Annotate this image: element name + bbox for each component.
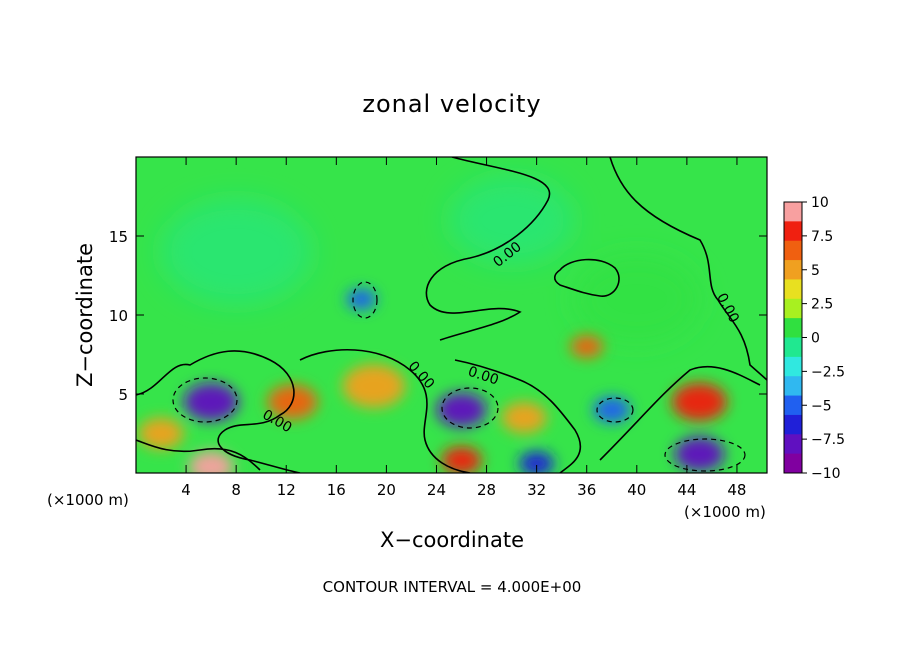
zero-contour-right	[609, 157, 767, 381]
x-tick-label: 8	[231, 481, 241, 499]
colorbar-tick-label: −10	[811, 466, 841, 482]
neg-contour-1	[172, 377, 238, 423]
zero-contour-bottom	[136, 439, 261, 471]
y-tick-label: 15	[109, 228, 128, 246]
x-tick-label: 36	[577, 481, 596, 499]
neg-contour-4	[664, 438, 746, 472]
colorbar-tick-label: 7.5	[811, 229, 833, 245]
plot-area: 0.00 0.00 0.00 0.00 0.00	[136, 157, 767, 473]
x-tick-label: 44	[677, 481, 696, 499]
y-axis-label: Z−coordinate	[73, 243, 97, 387]
contour-interval-note: CONTOUR INTERVAL = 4.000E+00	[323, 578, 582, 596]
colorbar-tick-label: 2.5	[811, 297, 833, 313]
x-unit-right: (×1000 m)	[684, 503, 766, 521]
colorbar-tick-label: −5	[811, 398, 832, 414]
y-tick-label: 10	[109, 307, 128, 325]
field-cell	[519, 451, 555, 473]
y-tick-label: 5	[118, 386, 128, 404]
x-tick-label: 16	[327, 481, 346, 499]
field-cell	[570, 335, 603, 358]
x-unit-left: (×1000 m)	[47, 491, 129, 509]
field-cell	[436, 392, 487, 428]
neg-contour-3	[352, 281, 378, 319]
field-cell	[138, 417, 184, 450]
colorbar-swatch	[784, 221, 802, 242]
field-cell	[592, 396, 631, 423]
colorbar-swatch	[784, 376, 802, 397]
field-cell	[501, 402, 547, 434]
zero-contours	[136, 157, 767, 473]
colorbar-swatch	[784, 298, 802, 319]
field-cell	[674, 436, 725, 472]
colorbar-swatch	[784, 453, 802, 474]
colorbar-swatch	[784, 279, 802, 300]
colorbar-swatch	[784, 240, 802, 261]
colorbar: 10 7.5 5 2.5 0 −2.5 −5 −7.5 −10	[783, 195, 845, 482]
x-axis-label: X−coordinate	[380, 528, 524, 552]
field-cell	[342, 364, 406, 408]
zero-contour-upper	[425, 157, 551, 341]
zero-contour-mid	[299, 348, 471, 473]
field-feature-layer	[138, 288, 727, 473]
colorbar-swatch	[784, 337, 802, 358]
x-tick-label: 28	[477, 481, 496, 499]
x-axis-ticks: 4 8 12 16 20 24 28 32 36 40 44 48	[181, 157, 746, 499]
x-tick-label: 24	[427, 481, 446, 499]
x-tick-label: 20	[377, 481, 396, 499]
neg-contour-2	[441, 387, 499, 429]
zero-contour-east	[454, 359, 582, 473]
x-tick-label: 32	[527, 481, 546, 499]
colorbar-swatch	[784, 260, 802, 280]
field-cell	[183, 382, 239, 422]
field-cell	[188, 451, 234, 473]
x-tick-label: 48	[727, 481, 746, 499]
zero-contour-loop	[553, 258, 620, 297]
colorbar-swatch	[784, 414, 802, 435]
colorbar-tick-label: −2.5	[811, 364, 845, 380]
negative-contours	[172, 281, 746, 472]
field-background-layer	[161, 176, 700, 343]
x-tick-label: 40	[627, 481, 646, 499]
field-cell	[448, 176, 575, 264]
colorbar-tick-label: 10	[811, 195, 829, 211]
y-axis-ticks: 5 10 15	[109, 228, 767, 404]
chart-title: zonal velocity	[362, 90, 541, 118]
colorbar-swatch	[784, 202, 802, 222]
neg-contour-5	[596, 397, 634, 423]
colorbar-swatch	[784, 318, 802, 338]
field-cell	[346, 288, 377, 310]
colorbar-swatch	[784, 434, 802, 455]
zero-contour-far-east	[599, 365, 761, 461]
field-cell	[441, 446, 482, 473]
colorbar-tick-label: 5	[811, 263, 820, 279]
colorbar-swatch	[784, 356, 802, 377]
field-cell	[574, 255, 700, 343]
x-tick-label: 12	[277, 481, 296, 499]
field-cell	[161, 199, 312, 304]
colorbar-tick-label: 0	[811, 331, 820, 347]
colorbar-swatch	[784, 395, 802, 416]
x-tick-label: 4	[181, 481, 191, 499]
field-cell	[671, 382, 727, 422]
colorbar-tick-label: −7.5	[811, 432, 845, 448]
